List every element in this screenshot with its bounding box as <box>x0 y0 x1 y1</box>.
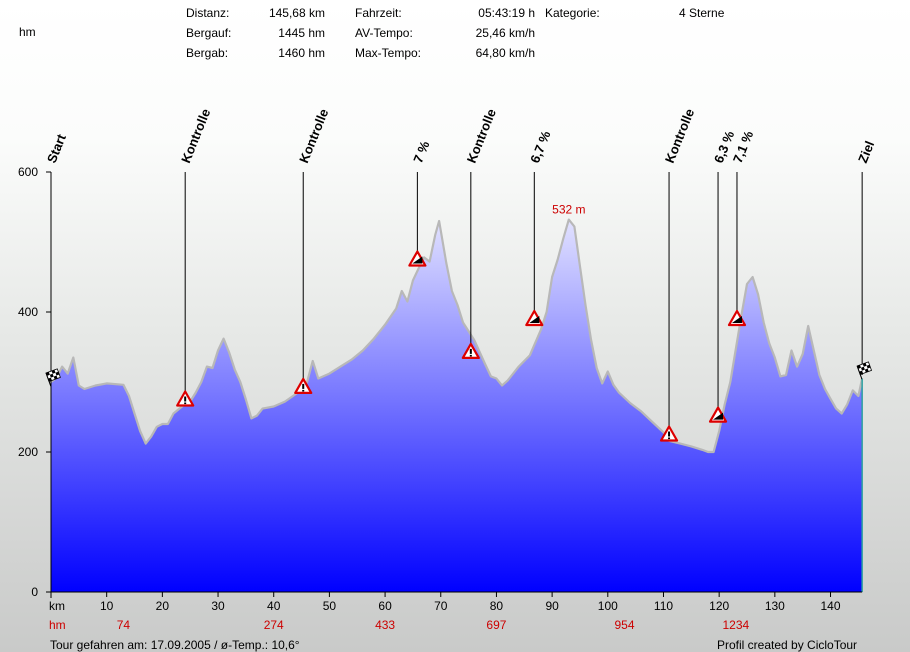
icon-mark <box>302 389 305 392</box>
icon-mark <box>713 412 724 420</box>
x-tick-label: 70 <box>434 599 448 613</box>
ascent-label: Bergauf: <box>186 26 232 40</box>
finish-flag-icon <box>856 361 873 380</box>
elevation-area <box>51 219 863 592</box>
waypoint-label: Start <box>44 131 69 165</box>
max-speed-value: 64,80 km/h <box>475 46 535 60</box>
waypoint-label: Kontrolle <box>464 107 499 166</box>
flag-check <box>866 364 871 369</box>
icon-mark <box>668 437 671 440</box>
category-label: Kategorie: <box>545 6 600 20</box>
ride-time-label: Fahrzeit: <box>355 6 402 20</box>
x-tick-label: 140 <box>821 599 841 613</box>
max-speed-label: Max-Tempo: <box>355 46 422 60</box>
icon-mark <box>731 316 742 323</box>
flag-check <box>51 369 56 374</box>
waypoint-label: 7 % <box>410 138 432 165</box>
y-tick-label: 200 <box>18 445 38 459</box>
ascent-row-label: 1234 <box>723 618 750 632</box>
ride-time-value: 05:43:19 h <box>478 6 535 20</box>
x-tick-label: 80 <box>490 599 504 613</box>
x-tick-label: 110 <box>654 599 673 613</box>
max-elevation-label: 532 m <box>552 203 585 217</box>
y-tick-label: 600 <box>18 165 38 179</box>
ascent-row-label: 697 <box>486 618 506 632</box>
icon-mark <box>668 431 671 437</box>
avg-speed-value: 25,46 km/h <box>475 26 535 40</box>
flag-check <box>53 375 58 380</box>
x-tick-label: 10 <box>100 599 114 613</box>
y-tick-label: 0 <box>31 585 38 599</box>
ascent-row-label: 274 <box>264 618 284 632</box>
waypoint-label: Kontrolle <box>662 107 697 166</box>
warning-icon <box>461 342 480 359</box>
category-value: 4 Sterne <box>679 6 725 20</box>
x-tick-label: 100 <box>598 599 618 613</box>
waypoint-label: 6,7 % <box>527 128 554 165</box>
flag-pole <box>856 365 863 380</box>
flag-pole <box>45 372 52 387</box>
icon-mark <box>184 402 187 405</box>
flag-check <box>55 371 60 376</box>
descent-label: Bergab: <box>186 46 229 60</box>
ascent-value: 1445 hm <box>278 26 325 40</box>
x-tick-label: 40 <box>267 599 281 613</box>
ascent-row-unit: hm <box>49 618 66 632</box>
ascent-row-label: 954 <box>614 618 634 632</box>
x-tick-label: 130 <box>765 599 785 613</box>
y-axis-unit: hm <box>19 25 36 39</box>
ascent-row-label: 74 <box>117 618 131 632</box>
warning-icon <box>659 425 679 442</box>
icon-mark <box>469 354 472 357</box>
start-flag-icon <box>45 368 61 387</box>
flag-check <box>49 373 54 378</box>
tour-info: Tour gefahren am: 17.09.2005 / ø-Temp.: … <box>50 638 300 652</box>
climb-icon <box>525 309 544 327</box>
climb-icon <box>708 406 728 423</box>
icon-mark <box>412 256 423 264</box>
icon-mark <box>469 348 472 354</box>
x-tick-label: 60 <box>378 599 392 613</box>
flag-check <box>860 366 865 371</box>
avg-speed-label: AV-Tempo: <box>355 26 413 40</box>
x-tick-label: 90 <box>545 599 559 613</box>
climb-icon <box>408 250 427 267</box>
icon-mark <box>184 396 187 402</box>
ascent-row-label: 433 <box>375 618 395 632</box>
x-tick-label: 50 <box>323 599 337 613</box>
waypoint-label: Kontrolle <box>296 107 331 166</box>
climb-icon <box>727 309 747 327</box>
warning-icon <box>176 390 195 407</box>
x-tick-label: 120 <box>709 599 729 613</box>
x-tick-label: 20 <box>156 599 170 613</box>
distance-label: Distanz: <box>186 6 230 20</box>
icon-mark <box>302 383 305 389</box>
flag-check <box>864 368 869 373</box>
waypoint-label: Kontrolle <box>178 107 213 166</box>
distance-value: 145,68 km <box>268 6 325 20</box>
descent-value: 1460 hm <box>278 46 325 60</box>
icon-mark <box>529 316 540 323</box>
waypoint-label: Ziel <box>855 139 877 165</box>
credit: Profil created by CicloTour <box>717 638 858 652</box>
warning-icon <box>294 377 313 394</box>
y-tick-label: 400 <box>18 305 38 319</box>
flag-check <box>862 362 867 367</box>
x-axis-unit: km <box>49 599 65 613</box>
x-tick-label: 30 <box>211 599 225 613</box>
